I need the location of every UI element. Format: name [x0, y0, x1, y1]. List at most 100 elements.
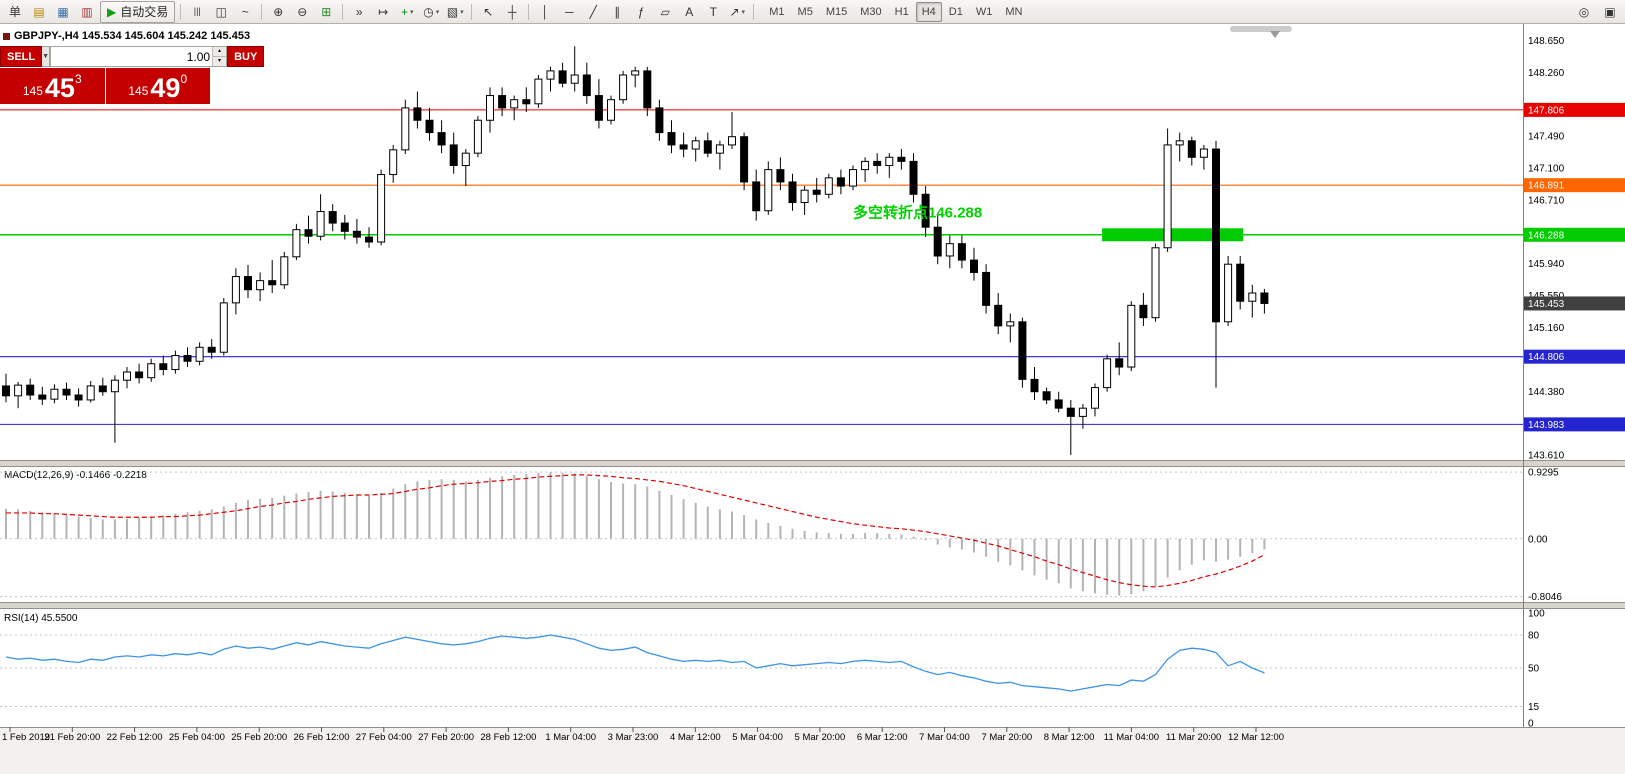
add-indicator-icon[interactable]: + ▾: [400, 4, 414, 19]
volume-dropdown-button[interactable]: ▼: [42, 46, 51, 67]
zoom-in-icon[interactable]: ⊕: [273, 4, 284, 19]
svg-text:145.940: 145.940: [1528, 259, 1565, 270]
svg-text:146.288: 146.288: [1528, 230, 1565, 241]
svg-text:5 Mar 04:00: 5 Mar 04:00: [732, 732, 783, 743]
buy-button[interactable]: BUY: [227, 46, 265, 67]
svg-text:0.9295: 0.9295: [1528, 468, 1559, 479]
toolbar-separator: [753, 3, 755, 20]
autotrading-button[interactable]: ▶ 自动交易: [100, 0, 176, 23]
toolbar-separator: [180, 3, 182, 20]
bar-chart-icon[interactable]: |||: [193, 6, 201, 16]
crosshair-icon[interactable]: ┼: [507, 4, 517, 19]
svg-text:27 Feb 04:00: 27 Feb 04:00: [356, 732, 412, 743]
price-level-tag: 146.891: [1524, 178, 1625, 193]
svg-text:148.260: 148.260: [1528, 68, 1565, 79]
candlestick-series: [2, 46, 1269, 456]
volume-spin-down[interactable]: ▾: [213, 57, 227, 66]
highlight-zone[interactable]: [1102, 228, 1244, 242]
svg-text:15: 15: [1528, 702, 1540, 713]
text-icon[interactable]: A: [685, 4, 694, 19]
arrow-tools-icon[interactable]: ↗ ▾: [729, 4, 746, 19]
price-level-tag: 146.288: [1524, 227, 1625, 242]
svg-text:0: 0: [1528, 719, 1534, 730]
fibonacci-icon[interactable]: ƒ: [637, 4, 645, 19]
sell-button[interactable]: SELL: [0, 46, 43, 67]
svg-text:144.380: 144.380: [1528, 387, 1565, 398]
candlestick-chart-icon[interactable]: ◫: [215, 4, 227, 19]
time-axis[interactable]: [0, 727, 1625, 774]
rsi-line: [5, 634, 1265, 692]
buy-price-display[interactable]: 145 49 0: [105, 68, 210, 104]
timeframe-h4[interactable]: H4: [915, 1, 942, 22]
shapes-icon[interactable]: ▱: [660, 4, 670, 19]
toolbar-separator: [528, 3, 530, 20]
chart-window-icon[interactable]: ▦: [57, 4, 69, 19]
new-order-icon[interactable]: ▤: [33, 4, 45, 19]
svg-text:147.490: 147.490: [1528, 131, 1565, 142]
svg-text:12 Mar 12:00: 12 Mar 12:00: [1228, 732, 1284, 743]
svg-text:-0.8046: -0.8046: [1528, 592, 1562, 603]
text-label-icon[interactable]: T: [709, 4, 717, 19]
timeframe-d1[interactable]: D1: [948, 5, 963, 18]
arrow-tools-icon-dropdown[interactable]: ▾: [741, 8, 746, 16]
chart-shift-icon[interactable]: ↦: [378, 4, 389, 19]
svg-text:143.983: 143.983: [1528, 420, 1565, 431]
sell-price-prefix: 145: [22, 84, 43, 98]
template-icon-dropdown[interactable]: ▾: [460, 8, 464, 16]
tile-windows-icon[interactable]: ⊞: [321, 4, 332, 19]
fullscreen-icon[interactable]: ▣: [1604, 4, 1616, 19]
channel-icon[interactable]: ∥: [614, 4, 621, 19]
panel-splitter[interactable]: [0, 460, 1625, 467]
svg-text:50: 50: [1528, 664, 1540, 675]
sell-price-display[interactable]: 145 45 3: [0, 68, 105, 104]
vertical-line-icon[interactable]: │: [541, 4, 550, 19]
current-price-tag: 145.453: [1524, 296, 1625, 311]
timeframe-w1[interactable]: W1: [975, 5, 993, 18]
search-icon[interactable]: ◎: [1578, 4, 1590, 19]
timeframe-m30[interactable]: M30: [860, 5, 882, 18]
horizontal-line-icon[interactable]: ─: [564, 4, 574, 19]
cursor-icon[interactable]: ↖: [483, 4, 494, 19]
svg-text:27 Feb 20:00: 27 Feb 20:00: [418, 732, 474, 743]
chart-canvas[interactable]: 多空转折点146.288 148.650 148.260 147.490 147.100…: [0, 24, 1625, 774]
svg-text:7 Mar 20:00: 7 Mar 20:00: [981, 732, 1032, 743]
svg-text:28 Feb 12:00: 28 Feb 12:00: [480, 732, 536, 743]
buy-price-prefix: 145: [128, 84, 149, 98]
timeframe-h1[interactable]: H1: [894, 5, 909, 18]
add-indicator-icon-dropdown[interactable]: ▾: [410, 8, 414, 16]
auto-scroll-icon[interactable]: »: [355, 4, 363, 19]
period-menu-icon-dropdown[interactable]: ▾: [435, 8, 440, 16]
zoom-out-icon[interactable]: ⊖: [297, 4, 308, 19]
volume-input[interactable]: [51, 47, 213, 66]
svg-text:11 Mar 04:00: 11 Mar 04:00: [1104, 732, 1159, 743]
svg-text:147.100: 147.100: [1528, 163, 1565, 174]
svg-text:11 Mar 20:00: 11 Mar 20:00: [1166, 732, 1221, 743]
macd-label: MACD(12,26,9) -0.1466 -0.2218: [4, 470, 147, 481]
svg-text:80: 80: [1528, 631, 1540, 642]
buy-price-sup: 0: [180, 72, 188, 86]
toolbar-separator: [471, 3, 473, 20]
volume-spinner: ▴ ▾: [212, 47, 227, 66]
chart-shift-marker[interactable]: [1270, 31, 1280, 38]
buy-price-big: 49: [150, 73, 181, 103]
trendline-icon[interactable]: ╱: [589, 4, 597, 19]
timeframe-mn[interactable]: MN: [1005, 5, 1023, 18]
period-menu-icon[interactable]: ◷ ▾: [423, 4, 440, 19]
price-level-tag: 147.806: [1524, 102, 1625, 117]
svg-text:8 Mar 12:00: 8 Mar 12:00: [1044, 732, 1095, 743]
market-watch-icon[interactable]: ▥: [81, 4, 93, 19]
timeframe-m5[interactable]: M5: [797, 5, 813, 18]
toolbar-separator: [342, 3, 344, 20]
price-level-tag: 144.806: [1524, 349, 1625, 364]
volume-spin-up[interactable]: ▴: [213, 47, 227, 57]
price-level-tag: 143.983: [1524, 417, 1625, 432]
chart-scrollbar-thumb[interactable]: [1230, 26, 1292, 32]
template-icon[interactable]: ▧ ▾: [446, 4, 464, 19]
timeframe-m1[interactable]: M1: [769, 5, 785, 18]
panel-splitter[interactable]: [0, 602, 1625, 609]
svg-text:0.00: 0.00: [1528, 534, 1548, 545]
svg-text:147.806: 147.806: [1528, 105, 1565, 116]
line-chart-icon[interactable]: ~: [241, 4, 249, 19]
timeframe-m15[interactable]: M15: [825, 5, 848, 18]
